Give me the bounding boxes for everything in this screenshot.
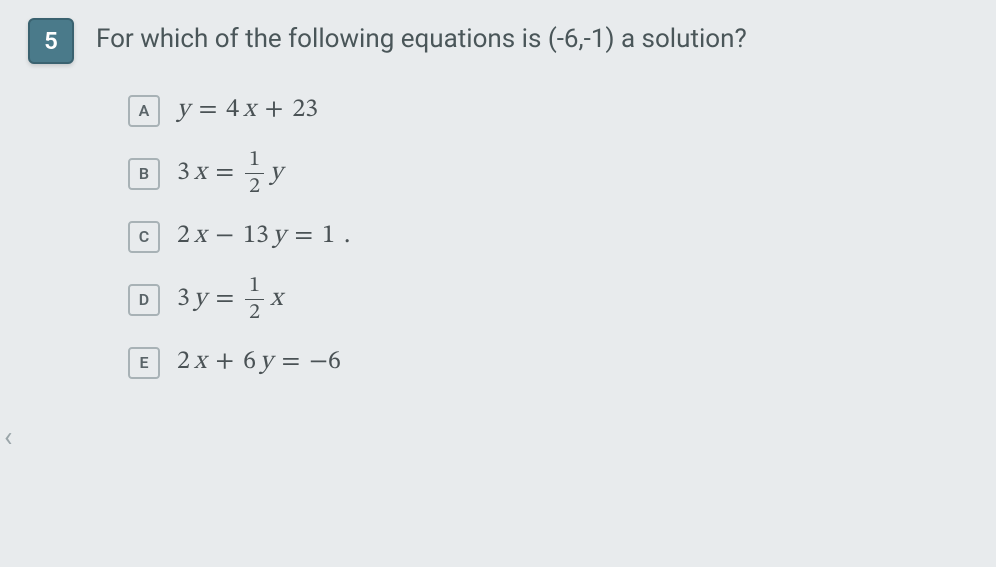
math-num: 3 [176,157,191,190]
frac-denominator: 2 [245,299,264,324]
choice-a[interactable]: A y = 4x + 23 [128,94,996,127]
frac-denominator: 2 [245,173,264,198]
question-header: 5 For which of the following equations i… [0,0,996,64]
math-var: x [193,157,207,190]
frac-numerator: 1 [245,275,264,299]
math-num: −6 [308,346,342,379]
choice-letter-box: A [128,95,160,127]
math-op: = [276,346,307,379]
math-fraction: 1 2 [245,149,264,198]
choice-list: A y = 4x + 23 B 3x = 1 2 y C 2x − 13y = … [0,64,996,379]
math-op: = [209,157,240,190]
math-var: x [193,346,207,379]
math-op: + [209,346,240,379]
math-var: y [176,94,191,127]
choice-letter-box: C [128,221,160,253]
math-op: + [259,94,290,127]
math-var: y [259,346,274,379]
choice-c[interactable]: C 2x − 13y = 1 . [128,220,996,253]
math-var: y [269,157,284,190]
math-fraction: 1 2 [245,275,264,324]
math-op: = [193,94,224,127]
math-num: 23 [291,94,319,127]
math-var: y [193,283,208,316]
math-num: 2 [176,220,191,253]
choice-letter-box: B [128,158,160,190]
frac-numerator: 1 [245,149,264,173]
math-op: = [209,283,240,316]
math-var: y [272,220,287,253]
choice-equation: y = 4x + 23 [176,94,319,127]
choice-b[interactable]: B 3x = 1 2 y [128,149,996,198]
math-num: 3 [176,283,191,316]
choice-equation: 3y = 1 2 x [176,275,284,324]
math-num: 13 [242,220,270,253]
choice-equation: 2x + 6y = −6 [176,346,342,379]
math-var: x [269,283,283,316]
math-trail: . [338,220,351,253]
choice-letter-box: E [128,347,160,379]
math-var: x [193,220,207,253]
choice-d[interactable]: D 3y = 1 2 x [128,275,996,324]
choice-letter-box: D [128,284,160,316]
choice-e[interactable]: E 2x + 6y = −6 [128,346,996,379]
math-op: = [288,220,319,253]
question-number-badge: 5 [28,18,74,64]
math-num: 2 [176,346,191,379]
math-num: 1 [321,220,336,253]
math-var: x [242,94,256,127]
choice-equation: 3x = 1 2 y [176,149,284,198]
question-text: For which of the following equations is … [96,18,747,54]
math-num: 4 [225,94,240,127]
choice-equation: 2x − 13y = 1 . [176,220,351,253]
prev-chevron-icon[interactable]: ‹ [0,416,16,457]
math-num: 6 [242,346,257,379]
math-op: − [209,220,240,253]
